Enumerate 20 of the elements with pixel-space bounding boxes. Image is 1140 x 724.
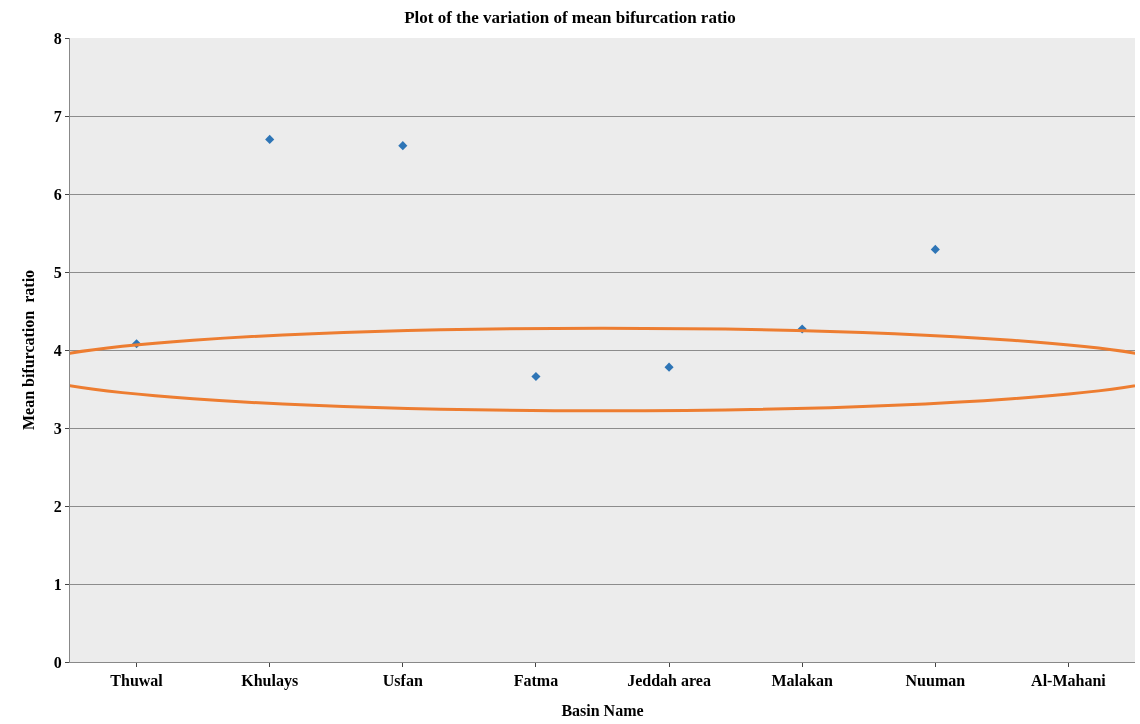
- y-tick-label: 8: [53, 29, 62, 47]
- y-tick-label: 7: [53, 107, 62, 125]
- y-tick-label: 6: [53, 185, 62, 203]
- y-tick-label: 1: [53, 575, 62, 593]
- y-tick-label: 4: [53, 341, 62, 359]
- chart-title: Plot of the variation of mean bifurcation ratio: [404, 7, 736, 27]
- x-tick-label: Nuuman: [905, 672, 966, 690]
- x-tick-label: Fatma: [513, 672, 559, 690]
- y-axis-title: Mean bifurcation ratio: [19, 269, 37, 431]
- x-tick-label: Usfan: [382, 672, 423, 690]
- y-tick-label: 3: [53, 419, 62, 437]
- x-tick-label: Thuwal: [110, 672, 164, 690]
- x-tick-label: Khulays: [241, 672, 299, 691]
- y-tick-label: 0: [53, 653, 62, 671]
- y-tick-label: 2: [53, 497, 62, 515]
- x-tick-label: Jeddah area: [627, 672, 711, 690]
- x-tick-label: Malakan: [771, 672, 833, 690]
- x-axis-title: Basin Name: [561, 701, 644, 719]
- x-tick-label: Al-Mahani: [1031, 672, 1107, 690]
- y-tick-label: 5: [53, 263, 62, 281]
